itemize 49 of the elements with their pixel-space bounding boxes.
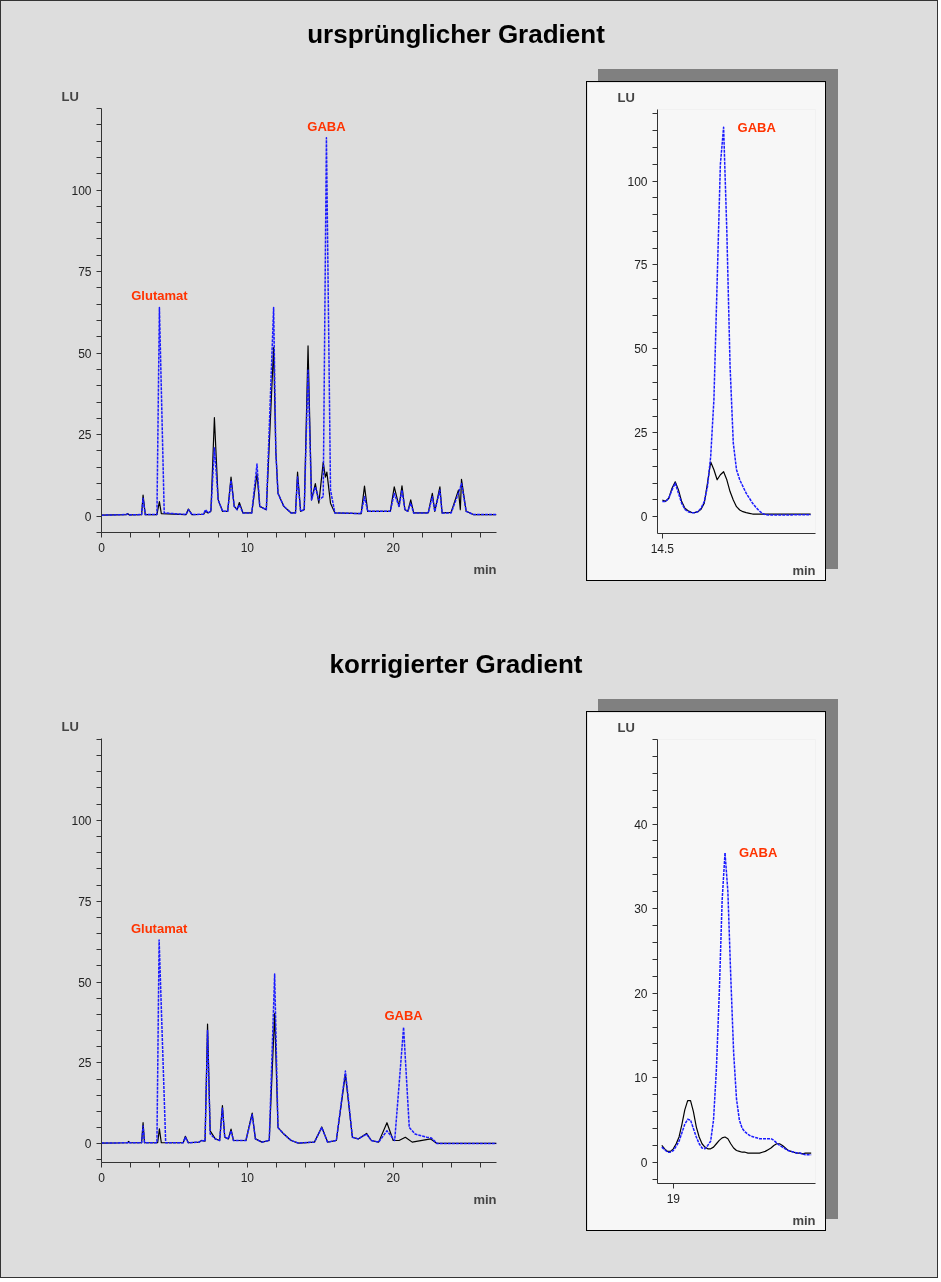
y-axis-title: LU (617, 89, 635, 105)
x-axis-title: min (473, 561, 497, 577)
line-series (661, 461, 812, 515)
y-tick-label: 20 (634, 986, 648, 1001)
y-tick-label: 75 (634, 258, 648, 273)
y-tick-label: 40 (634, 817, 648, 832)
chart-title: korrigierter Gradient (329, 648, 583, 681)
y-tick-label: 75 (78, 265, 92, 280)
x-tick-label: 14.5 (650, 541, 675, 556)
y-tick-label: 50 (634, 342, 648, 357)
x-tick-label: 19 (666, 1191, 681, 1206)
annotation: GABA (384, 1008, 424, 1024)
annotation: Glutamat (130, 920, 188, 936)
annotation: GABA (739, 845, 778, 861)
y-axis-title: LU (617, 719, 635, 735)
y-tick-label: 25 (78, 428, 92, 443)
x-tick-label: 20 (386, 1170, 401, 1185)
y-tick-label: 30 (634, 902, 648, 917)
x-axis-title: min (792, 1212, 816, 1228)
y-tick-label: 75 (78, 894, 92, 909)
line-series (101, 137, 497, 516)
y-tick-label: 25 (634, 426, 648, 441)
line-series (101, 1012, 497, 1145)
x-tick-label: 10 (240, 1170, 255, 1185)
x-axis-title: min (792, 562, 816, 578)
y-tick-label: 50 (78, 975, 92, 990)
y-tick-label: 100 (71, 813, 92, 828)
y-tick-label: 100 (627, 174, 648, 189)
x-tick-label: 10 (240, 540, 255, 555)
annotation: GABA (307, 118, 347, 134)
annotation: GABA (737, 119, 777, 135)
y-tick-label: 100 (71, 183, 92, 198)
y-tick-label: 0 (640, 1155, 648, 1170)
y-axis-title: LU (61, 88, 79, 104)
annotation: Glutamat (131, 288, 189, 304)
y-tick-label: 10 (634, 1071, 648, 1086)
y-tick-label: 0 (84, 509, 92, 524)
y-tick-label: 0 (640, 510, 648, 525)
y-tick-label: 50 (78, 346, 92, 361)
x-tick-label: 0 (98, 540, 106, 555)
x-tick-label: 0 (98, 1170, 106, 1185)
x-tick-label: 20 (386, 540, 401, 555)
line-series (101, 939, 497, 1145)
y-tick-label: 0 (84, 1137, 92, 1152)
x-axis-title: min (473, 1191, 497, 1207)
y-axis-title: LU (61, 718, 79, 734)
line-series (661, 1100, 812, 1155)
y-tick-label: 25 (78, 1056, 92, 1071)
chart-title: ursprünglicher Gradient (307, 18, 605, 51)
